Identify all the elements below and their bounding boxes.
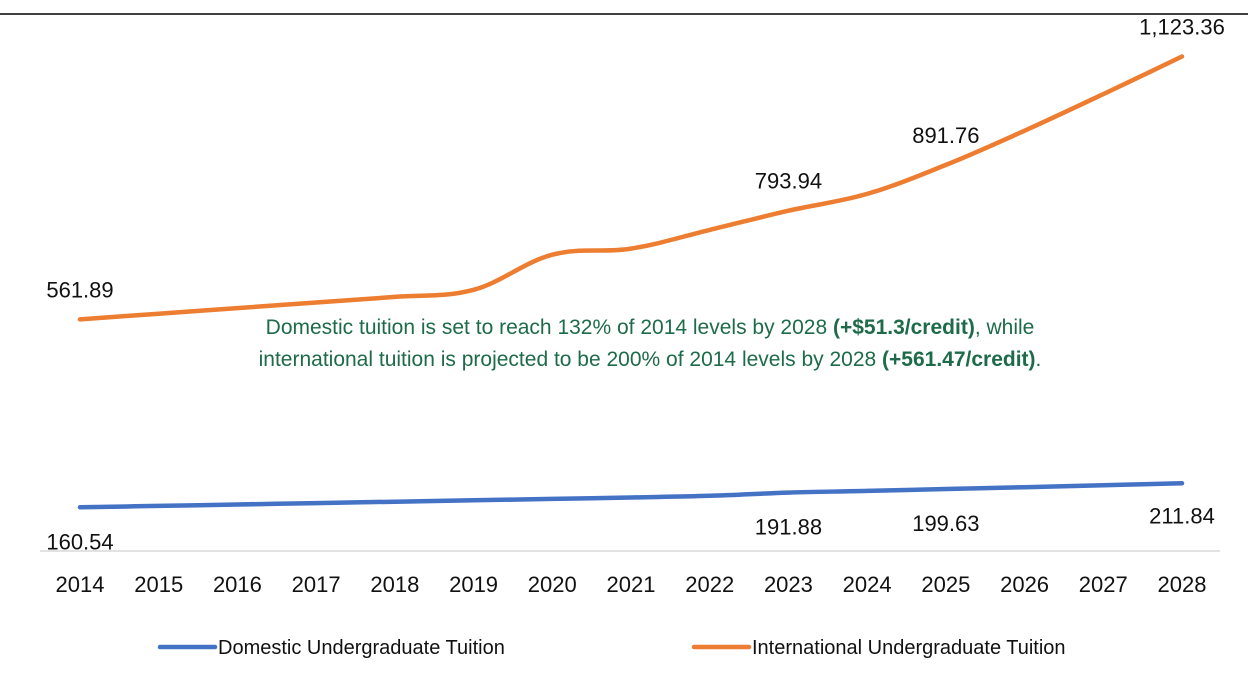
data-label-domestic-2023: 191.88	[755, 515, 822, 540]
x-tick-label-2016: 2016	[213, 572, 262, 597]
series-line-domestic	[77, 481, 1185, 510]
legend-item-international: International Undergraduate Tuition	[691, 637, 1066, 659]
x-tick-label-2025: 2025	[921, 572, 970, 597]
x-tick-label-2026: 2026	[1000, 572, 1049, 597]
data-label-domestic-2025: 199.63	[912, 511, 979, 536]
x-tick-label-2017: 2017	[292, 572, 341, 597]
x-tick-label-2014: 2014	[56, 572, 105, 597]
annotation-international-increase: (+561.47/credit)	[882, 348, 1036, 371]
annotation-domestic-increase: (+$51.3/credit)	[832, 316, 975, 339]
data-label-domestic-2014: 160.54	[46, 529, 113, 554]
annotation-line2-end: .	[1035, 348, 1042, 371]
data-label-international-2014: 561.89	[46, 277, 113, 302]
data-label-international-2023: 793.94	[755, 169, 822, 194]
annotation-line1-end: , while	[974, 316, 1035, 339]
chart-annotation: Domestic tuition is set to reach 132% of…	[120, 312, 1180, 376]
x-tick-label-2019: 2019	[449, 572, 498, 597]
x-tick-label-2028: 2028	[1158, 572, 1207, 597]
x-tick-label-2024: 2024	[843, 572, 892, 597]
x-tick-label-2015: 2015	[134, 572, 183, 597]
annotation-line1-text: Domestic tuition is set to reach 132% of…	[265, 316, 833, 339]
annotation-line2-text: international tuition is projected to be…	[258, 348, 883, 371]
legend-item-domestic: Domestic Undergraduate Tuition	[157, 637, 505, 659]
x-tick-label-2021: 2021	[607, 572, 656, 597]
data-label-international-2028: 1,123.36	[1139, 15, 1225, 40]
data-label-international-2025: 891.76	[912, 123, 979, 148]
x-tick-label-2027: 2027	[1079, 572, 1128, 597]
series-line-international	[77, 54, 1185, 322]
legend-label-domestic: Domestic Undergraduate Tuition	[218, 637, 505, 659]
x-tick-label-2023: 2023	[764, 572, 813, 597]
x-tick-label-2020: 2020	[528, 572, 577, 597]
legend-label-international: International Undergraduate Tuition	[752, 637, 1066, 659]
x-tick-label-2018: 2018	[370, 572, 419, 597]
data-label-domestic-2028: 211.84	[1149, 503, 1215, 528]
x-tick-label-2022: 2022	[685, 572, 734, 597]
